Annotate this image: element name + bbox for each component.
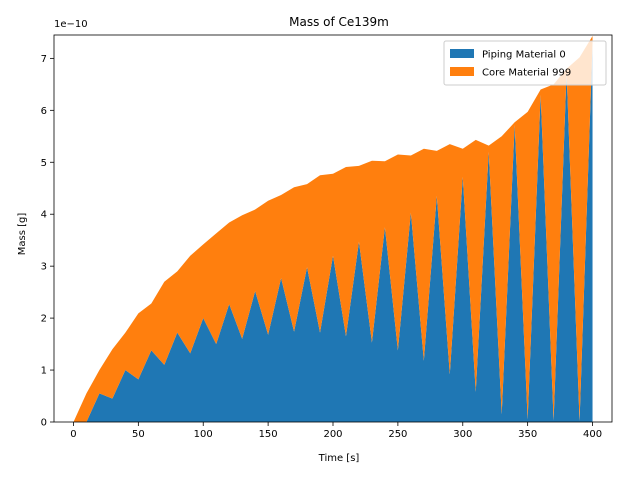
y-tick-label-1: 1 [41, 366, 47, 377]
x-tick-label-8: 400 [583, 429, 602, 440]
y-scale-offset: 1e−10 [54, 19, 88, 30]
area-layer [73, 36, 593, 423]
x-tick-label-3: 150 [259, 429, 278, 440]
y-tick-label-0: 0 [41, 418, 47, 429]
y-tick-label-5: 5 [41, 158, 47, 169]
legend-label-1: Core Material 999 [482, 68, 571, 79]
x-tick-label-2: 100 [194, 429, 213, 440]
legend: Piping Material 0 Core Material 999 [443, 40, 607, 86]
y-tick-label-7: 7 [41, 54, 47, 65]
legend-swatch-1 [450, 67, 474, 76]
axes-layer: 0 50 100 150 200 250 300 350 400 0 1 2 3 4 5 6 7 [41, 34, 613, 440]
y-tick-label-2: 2 [41, 314, 47, 325]
x-tick-label-5: 250 [388, 429, 407, 440]
y-tick-label-3: 3 [41, 262, 47, 273]
chart-title: Mass of Ce139m [289, 15, 389, 29]
y-tick-label-4: 4 [41, 210, 47, 221]
x-tick-label-7: 350 [518, 429, 537, 440]
y-axis-label: Mass [g] [17, 213, 28, 256]
x-tick-label-0: 0 [70, 429, 76, 440]
legend-swatch-0 [450, 49, 474, 58]
area-series-1 [73, 36, 593, 422]
y-tick-label-6: 6 [41, 106, 47, 117]
x-tick-label-4: 200 [323, 429, 342, 440]
legend-box [443, 40, 607, 86]
x-axis-label: Time [s] [318, 453, 360, 464]
x-tick-label-6: 300 [453, 429, 472, 440]
area-series-0 [73, 42, 593, 423]
legend-label-0: Piping Material 0 [482, 50, 566, 61]
x-tick-label-1: 50 [132, 429, 145, 440]
